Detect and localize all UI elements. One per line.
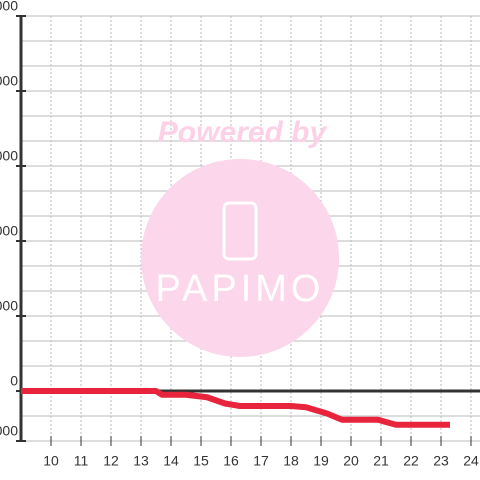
x-tick-label: 12 [103,453,119,469]
y-tick-label: 90,000 [0,148,18,164]
x-tick-label: 24 [463,453,479,469]
y-tick-label: 60,000 [0,223,18,239]
x-tick-label: 22 [403,453,419,469]
x-tick-label: 14 [163,453,179,469]
x-tick-label: 13 [133,453,149,469]
watermark-text: Powered by [158,116,328,149]
watermark-icon [222,201,258,261]
x-tick-label: 20 [343,453,359,469]
line-series [21,388,450,428]
y-tick-label: 120,000 [0,73,18,89]
x-tick-label: 16 [223,453,239,469]
watermark-text: PAPIMO [156,268,325,310]
x-tick-label: 19 [313,453,329,469]
y-tick-label: 0 [10,373,18,389]
x-tick-label: 21 [373,453,389,469]
x-tick-label: 11 [74,453,89,469]
x-tick-label: 18 [283,453,299,469]
x-tick-label: 23 [433,453,449,469]
y-tick-label: 150,000 [0,0,18,14]
x-tick-label: 15 [193,453,209,469]
x-tick-label: 10 [43,453,59,469]
y-tick-label: -20,000 [0,423,18,439]
x-tick-label: 17 [253,453,269,469]
y-tick-label: 30,000 [0,298,18,314]
